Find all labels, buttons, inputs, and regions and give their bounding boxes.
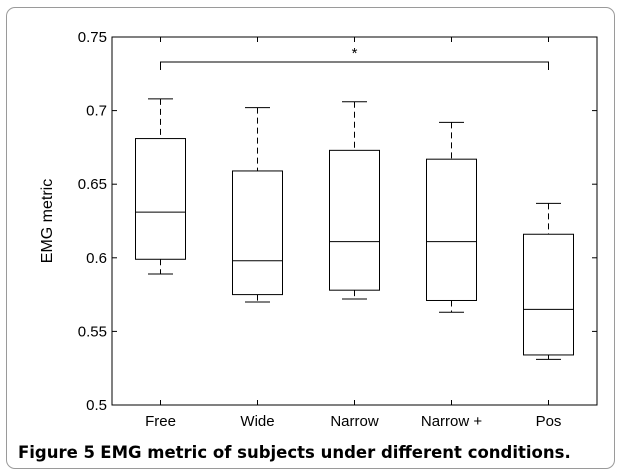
x-tick-label: Pos [536, 413, 562, 430]
iqr-box [232, 170, 283, 296]
y-tick-label: 0.75 [78, 29, 107, 46]
box-wide [232, 107, 283, 303]
x-tick-label: Wide [240, 413, 274, 430]
figure-label: Figure 5 [18, 443, 96, 462]
x-tick-label: Narrow [330, 413, 379, 430]
boxplot-chart: 0.5 0.55 0.6 0.65 0.7 0.75 Free Wide Narrow Narr… [39, 29, 598, 430]
y-tick-label: 0.7 [86, 103, 107, 120]
significance-bracket: * [160, 45, 549, 71]
boxes-group [135, 98, 574, 360]
x-tick-label: Narrow + [421, 413, 483, 430]
y-axis-label: EMG metric [39, 179, 56, 263]
y-tick-label: 0.5 [86, 397, 107, 414]
iqr-box [523, 233, 574, 356]
y-tick-label: 0.65 [78, 176, 107, 193]
box-narrow- [426, 121, 477, 313]
iqr-box [135, 138, 186, 260]
figure-frame [6, 7, 615, 469]
box-pos [523, 202, 574, 360]
iqr-box [329, 149, 380, 291]
x-tick-label: Free [145, 413, 176, 430]
y-tick-label: 0.55 [78, 323, 107, 340]
significance-marker: * [352, 45, 358, 62]
figure-caption-text: EMG metric of subjects under different c… [100, 443, 571, 462]
iqr-box [426, 158, 477, 301]
bracket-line [160, 61, 549, 71]
x-axis: Free Wide Narrow Narrow + Pos [145, 37, 561, 430]
box-free [135, 98, 186, 275]
y-tick-label: 0.6 [86, 250, 107, 267]
y-axis: 0.5 0.55 0.6 0.65 0.7 0.75 [78, 29, 597, 414]
figure-caption: Figure 5 EMG metric of subjects under di… [18, 443, 618, 462]
plot-area [111, 36, 598, 406]
box-narrow [329, 101, 380, 300]
